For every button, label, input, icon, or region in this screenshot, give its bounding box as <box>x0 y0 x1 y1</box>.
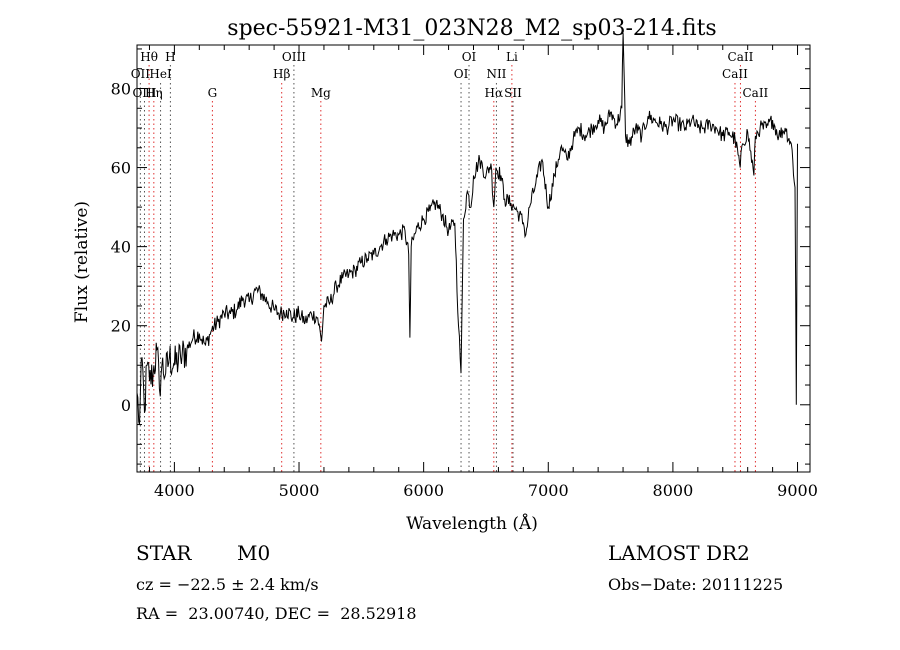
subclass-label: M0 <box>237 541 271 565</box>
spectrum-line <box>136 33 798 425</box>
line-label-1: H <box>165 50 175 64</box>
line-label-17: CaII <box>722 67 748 81</box>
class-label: STAR <box>136 541 192 565</box>
axes: 4000 5000 6000 7000 8000 9000 0 20 40 60 80 <box>111 44 818 500</box>
line-label-12: NII <box>486 67 506 81</box>
line-label-2: OII <box>131 67 151 81</box>
line-label-7: OIII <box>282 50 306 64</box>
line-label-15: Li <box>506 50 518 64</box>
line-label-14: SII <box>504 86 522 100</box>
line-label-9: Mg <box>311 86 331 100</box>
line-label-11: OI <box>454 67 469 81</box>
line-label-6: G <box>208 86 218 100</box>
y-tick-label: 60 <box>111 159 131 178</box>
x-tick-label: 6000 <box>403 481 444 500</box>
survey-label: LAMOST DR2 <box>608 541 750 565</box>
x-axis-label: Wavelength (Å) <box>406 513 538 534</box>
y-tick-label: 0 <box>121 396 131 415</box>
y-axis-label: Flux (relative) <box>72 201 92 323</box>
line-label-10: OI <box>462 50 477 64</box>
x-tick-label: 9000 <box>777 481 818 500</box>
y-tick-label: 20 <box>111 317 131 336</box>
line-label-5: Hη <box>145 86 163 100</box>
plot-frame <box>136 44 811 473</box>
x-tick-label: 7000 <box>528 481 569 500</box>
velocity-text: cz = −22.5 ± 2.4 km/s <box>136 575 319 594</box>
line-label-18: CaII <box>742 86 768 100</box>
y-tick-label: 40 <box>111 238 131 257</box>
obs-date-text: Obs−Date: 20111225 <box>608 575 784 594</box>
line-label-16: CaII <box>728 50 754 64</box>
coords-text: RA = 23.00740, DEC = 28.52918 <box>136 604 417 623</box>
line-label-8: Hβ <box>273 67 290 81</box>
x-tick-label: 5000 <box>279 481 320 500</box>
line-label-13: Hα <box>485 86 504 100</box>
x-tick-label: 4000 <box>154 481 195 500</box>
line-label-4: OIII <box>132 86 156 100</box>
line-label-3: HeI <box>149 67 172 81</box>
x-tick-label: 8000 <box>653 481 694 500</box>
y-tick-label: 80 <box>111 79 131 98</box>
line-label-0: Hθ <box>140 50 158 64</box>
chart-title: spec-55921-M31_023N28_M2_sp03-214.fits <box>227 16 716 41</box>
